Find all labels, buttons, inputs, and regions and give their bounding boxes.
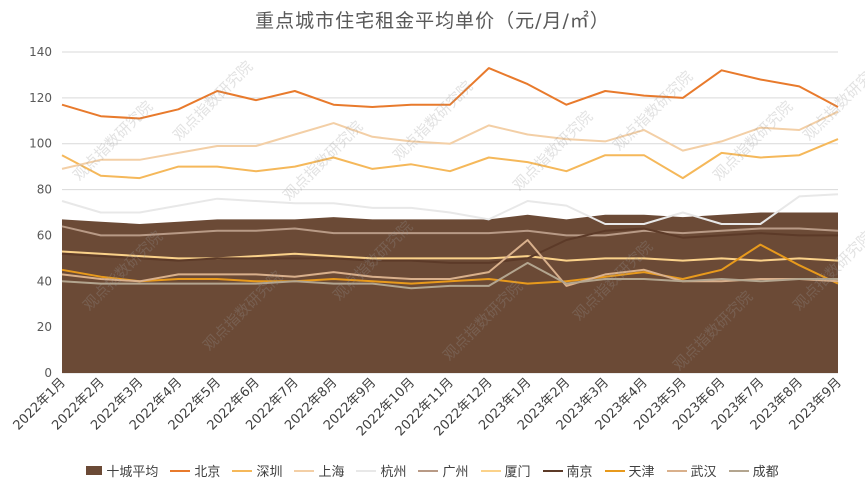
legend-swatch	[232, 469, 253, 472]
legend: 十城平均 北京 深圳 上海 杭州 广州 厦门 南京 天津 武汉 成都	[0, 461, 865, 480]
legend-label: 杭州	[380, 465, 407, 480]
legend-label: 北京	[194, 465, 221, 480]
series-line-4	[61, 193, 839, 225]
series-line-1	[61, 67, 839, 120]
legend-item: 厦门	[480, 461, 531, 480]
series-line-9	[61, 239, 839, 287]
legend-swatch	[294, 469, 315, 472]
legend-label: 厦门	[504, 465, 531, 480]
series-line-10	[61, 261, 838, 290]
legend-swatch	[604, 469, 625, 472]
legend-item: 上海	[294, 461, 344, 480]
y-tick-label: 100	[29, 137, 52, 151]
series-line-3	[61, 110, 839, 170]
legend-swatch	[728, 469, 749, 472]
legend-label: 天津	[628, 465, 655, 480]
legend-label: 深圳	[256, 465, 283, 480]
legend-item: 北京	[170, 461, 220, 480]
y-axis-labels: 0 20 40 60 80 100 120 140	[29, 45, 52, 380]
legend-swatch	[542, 469, 563, 472]
chart-title: 重点城市住宅租金平均单价（元/月/㎡）	[255, 10, 610, 32]
series-line-8	[61, 243, 839, 285]
legend-swatch	[480, 469, 501, 472]
legend-label: 成都	[752, 465, 779, 480]
legend-swatch	[418, 469, 439, 472]
legend-item: 武汉	[666, 461, 717, 480]
legend-item: 成都	[728, 461, 779, 480]
series-line-7	[61, 227, 838, 264]
line-series	[61, 67, 839, 290]
legend-swatch	[170, 469, 191, 472]
legend-item: 深圳	[232, 461, 282, 480]
series-line-2	[61, 138, 839, 180]
area-0	[62, 212, 838, 373]
legend-swatch	[86, 466, 103, 475]
y-tick-label: 120	[29, 91, 52, 105]
area-series	[62, 212, 838, 373]
series-line-5	[61, 225, 839, 237]
legend-item: 十城平均	[86, 461, 158, 480]
legend-label: 上海	[318, 465, 345, 480]
legend-item: 天津	[604, 461, 655, 480]
y-tick-label: 80	[37, 183, 52, 197]
legend-label: 十城平均	[106, 465, 159, 480]
y-tick-label: 20	[37, 320, 52, 334]
y-tick-label: 140	[29, 45, 52, 59]
series-line-6	[61, 250, 839, 262]
legend-item: 南京	[542, 461, 593, 480]
legend-label: 广州	[442, 465, 469, 480]
legend-item: 杭州	[356, 461, 406, 480]
legend-label: 武汉	[690, 465, 717, 480]
y-tick-label: 0	[44, 366, 52, 380]
legend-swatch	[356, 469, 377, 472]
legend-item: 广州	[418, 461, 469, 480]
legend-swatch	[666, 469, 687, 472]
x-axis-labels: 2022年1月2022年2月2022年3月2022年4月2022年5月2022年…	[11, 375, 845, 439]
y-tick-label: 40	[37, 274, 52, 288]
y-tick-label: 60	[37, 228, 52, 242]
legend-label: 南京	[566, 465, 593, 480]
